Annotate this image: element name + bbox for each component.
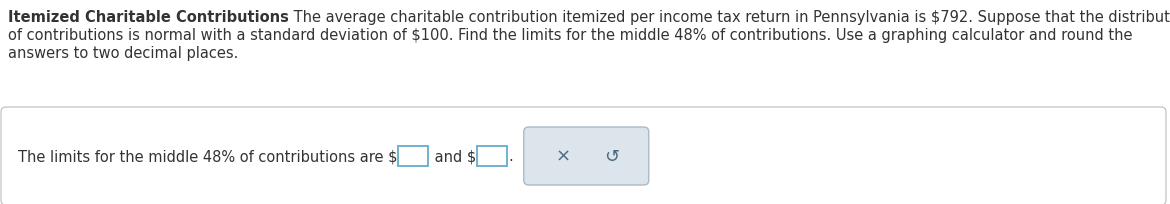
- Text: ×: ×: [556, 147, 571, 165]
- Text: .: .: [509, 149, 514, 164]
- Text: The average charitable contribution itemized per income tax return in Pennsylvan: The average charitable contribution item…: [289, 10, 1170, 25]
- FancyBboxPatch shape: [398, 146, 427, 166]
- FancyBboxPatch shape: [1, 108, 1166, 204]
- Text: answers to two decimal places.: answers to two decimal places.: [8, 46, 239, 61]
- FancyBboxPatch shape: [524, 127, 648, 185]
- FancyBboxPatch shape: [476, 146, 507, 166]
- Text: of contributions is normal with a standard deviation of $100. Find the limits fo: of contributions is normal with a standa…: [8, 28, 1133, 43]
- Text: Itemized Charitable Contributions: Itemized Charitable Contributions: [8, 10, 289, 25]
- Text: The limits for the middle 48% of contributions are $: The limits for the middle 48% of contrib…: [18, 149, 398, 164]
- Text: and $: and $: [431, 149, 476, 164]
- Text: ↺: ↺: [604, 147, 619, 165]
